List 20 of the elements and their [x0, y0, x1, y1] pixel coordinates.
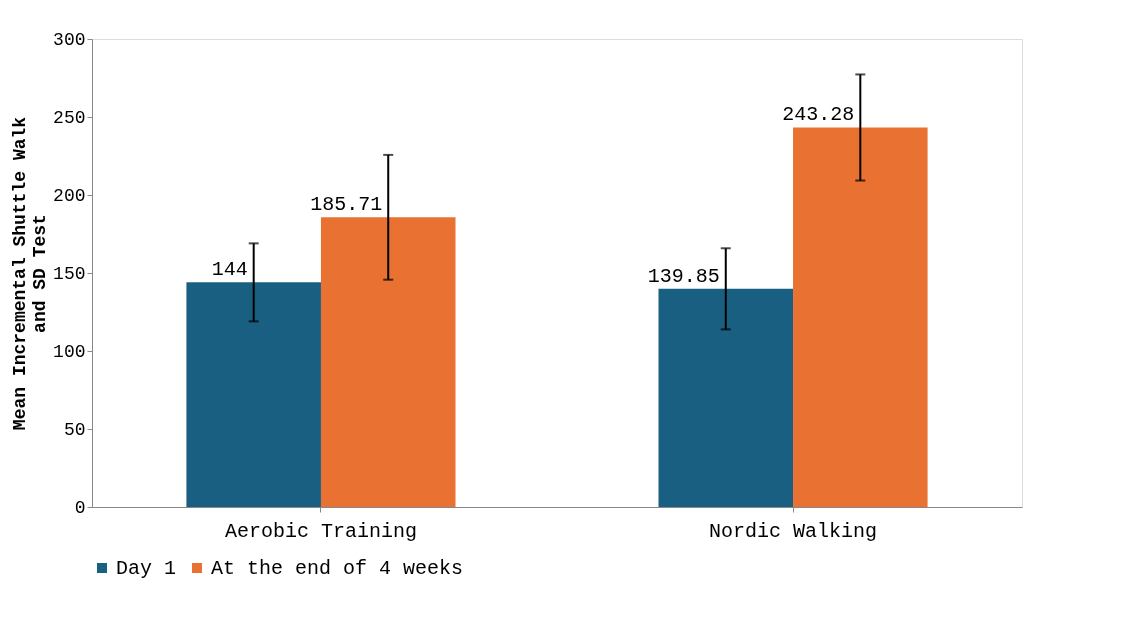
bar	[793, 127, 928, 507]
y-tick-label: 150	[53, 263, 86, 284]
y-tick-label: 200	[53, 185, 86, 206]
y-tick-label: 50	[63, 419, 86, 440]
x-tick-label: Nordic Walking	[709, 519, 878, 543]
y-axis-title: Mean Incremental Shuttle Walk and SD Test	[10, 116, 51, 431]
y-tick-label: 0	[74, 497, 86, 518]
legend-label: At the end of 4 weeks	[211, 557, 464, 580]
y-tick-label: 250	[53, 107, 86, 128]
bar	[186, 282, 321, 507]
x-tick-label: Aerobic Training	[224, 519, 417, 543]
data-label: 144	[211, 258, 248, 282]
y-tick-label: 100	[53, 341, 86, 362]
bar	[658, 288, 794, 507]
bar	[320, 217, 456, 507]
data-label: 243.28	[782, 103, 855, 127]
y-tick-label: 300	[53, 29, 86, 50]
legend-label: Day 1	[116, 557, 177, 580]
data-label: 185.71	[310, 193, 383, 217]
data-label: 139.85	[647, 264, 720, 288]
